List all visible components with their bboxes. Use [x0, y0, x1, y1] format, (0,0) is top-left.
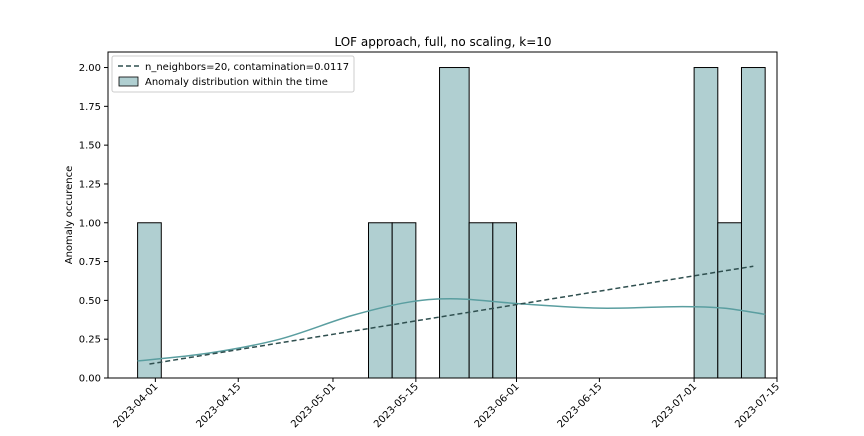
x-tick-label: 2023-06-01	[473, 381, 522, 430]
kde-layer	[137, 298, 766, 362]
legend-histogram-swatch	[118, 76, 139, 87]
legend: n_neighbors=20, contamination=0.0117 Ano…	[111, 55, 355, 93]
y-tick-label: 1.00	[79, 218, 101, 229]
x-tick-label: 2023-06-15	[556, 381, 605, 430]
histogram-bar	[740, 67, 766, 379]
histogram-bar	[439, 67, 470, 379]
y-tick-label: 1.75	[79, 102, 101, 113]
histogram-bar	[367, 222, 393, 379]
kde-curve	[137, 298, 766, 362]
legend-trend-label: n_neighbors=20, contamination=0.0117	[145, 62, 349, 73]
axes-layer	[107, 51, 778, 379]
legend-frame	[111, 55, 355, 93]
histogram-bar	[492, 222, 518, 379]
x-tick-label: 2023-05-15	[372, 381, 421, 430]
histogram-bar	[137, 222, 162, 379]
x-tick-label: 2023-05-01	[289, 381, 338, 430]
chart-title: LOF approach, full, no scaling, k=10	[334, 35, 551, 49]
legend-histogram-label: Anomaly distribution within the time	[145, 77, 328, 88]
y-axis-label: Anomaly occurence	[64, 166, 75, 265]
ticks-layer: 0.00 0.25 0.50 0.75 1.00 1.25 1.50 1.75 2.00 2023…	[79, 63, 782, 430]
y-tick-label: 0.00	[79, 374, 101, 385]
y-tick-label: 0.25	[79, 335, 101, 346]
bars-layer	[137, 67, 766, 379]
histogram-bar	[717, 222, 742, 379]
y-tick-label: 0.50	[79, 296, 101, 307]
x-tick-label: 2023-07-01	[650, 381, 699, 430]
x-tick-label: 2023-07-15	[733, 381, 782, 430]
histogram-bar	[693, 67, 719, 379]
trend-layer	[149, 265, 754, 365]
y-tick-label: 0.75	[79, 257, 101, 268]
histogram-bar	[391, 222, 417, 379]
y-tick-label: 2.00	[79, 63, 101, 74]
x-tick-label: 2023-04-15	[194, 381, 243, 430]
y-tick-label: 1.50	[79, 141, 101, 152]
x-tick-label: 2023-04-01	[112, 381, 161, 430]
trend-line	[149, 265, 754, 365]
y-tick-label: 1.25	[79, 179, 101, 190]
plot-frame	[107, 51, 778, 379]
